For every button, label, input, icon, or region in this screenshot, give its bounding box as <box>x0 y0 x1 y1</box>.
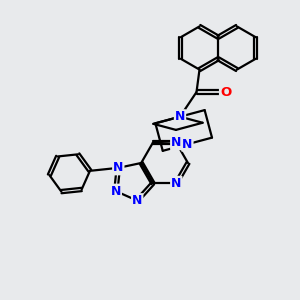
Text: N: N <box>132 194 142 207</box>
Text: N: N <box>113 161 124 174</box>
Text: O: O <box>220 85 231 99</box>
Text: N: N <box>171 136 181 149</box>
Text: N: N <box>182 138 193 151</box>
Text: N: N <box>171 177 181 190</box>
Text: N: N <box>175 110 185 123</box>
Text: N: N <box>111 184 121 198</box>
